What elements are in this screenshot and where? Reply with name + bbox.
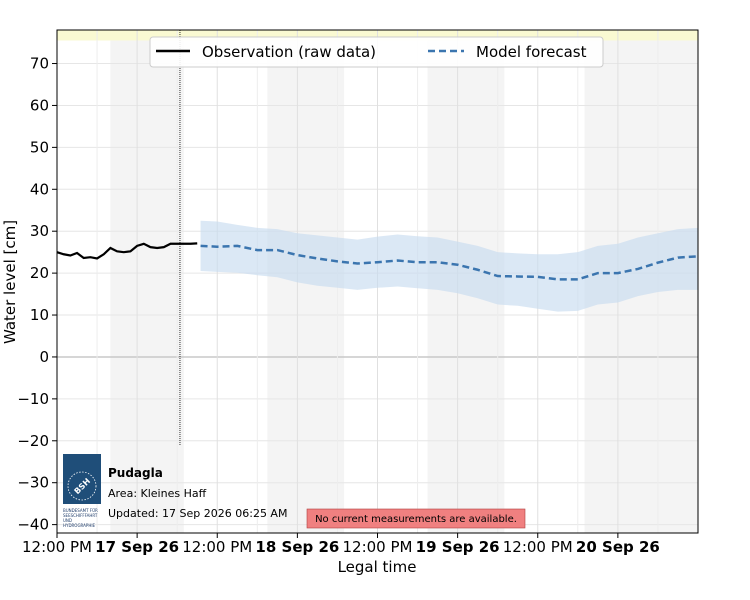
x-tick-label: 18 Sep 26 — [255, 538, 339, 556]
y-tick-label: −10 — [17, 390, 49, 408]
y-tick-label: −30 — [17, 474, 49, 492]
logo-caption-4: HYDROGRAPHIE — [63, 523, 96, 528]
update-time: Updated: 17 Sep 2026 06:25 AM — [108, 507, 287, 520]
y-tick-label: 50 — [30, 138, 49, 156]
forecast-uncertainty-band — [200, 220, 698, 312]
logo-caption-3: UND — [63, 518, 72, 523]
legend: Observation (raw data) Model forecast — [149, 36, 604, 68]
logo-caption-1: BUNDESAMT FÜR — [63, 508, 98, 513]
legend-forecast-label: Model forecast — [476, 43, 587, 61]
x-axis-ticks: 12:00 PM 17 Sep 26 12:00 PM 18 Sep 26 12:00 … — [22, 533, 660, 556]
station-info: BSH BUNDESAMT FÜR SEESCHIFFFAHRT UND HYD… — [63, 454, 287, 528]
y-axis-title: Water level [cm] — [1, 220, 19, 344]
series-lines — [56, 242, 699, 281]
station-area: Area: Kleines Haff — [108, 487, 207, 500]
x-tick-label: 19 Sep 26 — [416, 538, 500, 556]
y-tick-label: 20 — [30, 264, 49, 282]
forecast-line — [200, 244, 699, 281]
legend-box — [149, 36, 604, 68]
night-band-0 — [57, 30, 111, 533]
x-axis-title: Legal time — [338, 558, 417, 576]
y-tick-label: 30 — [30, 222, 49, 240]
x-tick-label: 12:00 PM — [22, 538, 92, 556]
notice: No current measurements are available. — [306, 508, 526, 529]
y-tick-label: −20 — [17, 432, 49, 450]
logo-ring-icon — [67, 471, 97, 501]
y-axis-ticks: −40 −30 −20 −10 0 10 20 30 40 50 60 70 — [17, 55, 57, 534]
forecast-band — [200, 220, 698, 312]
y-tick-label: 40 — [30, 180, 49, 198]
x-tick-label: 12:00 PM — [343, 538, 413, 556]
logo-caption-2: SEESCHIFFFAHRT — [63, 513, 98, 518]
observation-line — [56, 242, 198, 260]
notice-text: No current measurements are available. — [315, 514, 517, 525]
x-tick-label: 17 Sep 26 — [95, 538, 179, 556]
y-tick-label: 10 — [30, 306, 49, 324]
legend-observation-label: Observation (raw data) — [202, 43, 376, 61]
x-tick-label: 12:00 PM — [503, 538, 573, 556]
y-tick-label: 70 — [30, 55, 49, 73]
y-tick-label: 0 — [39, 348, 49, 366]
station-name: Pudagla — [108, 466, 163, 480]
night-band-1 — [110, 30, 184, 533]
x-tick-label: 12:00 PM — [182, 538, 252, 556]
notice-box — [306, 508, 526, 529]
bsh-logo — [63, 454, 101, 504]
y-tick-label: −40 — [17, 516, 49, 534]
x-tick-label: 20 Sep 26 — [576, 538, 660, 556]
y-tick-label: 60 — [30, 96, 49, 114]
